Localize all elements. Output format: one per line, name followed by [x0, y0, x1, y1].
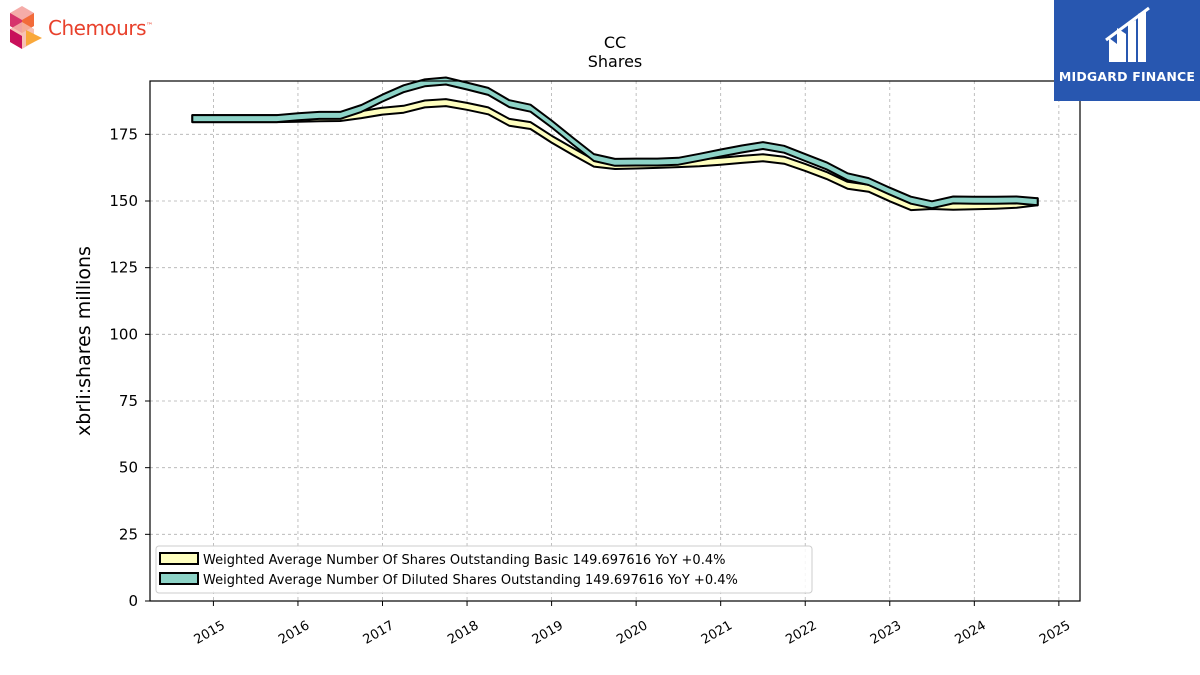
- y-tick-label: 25: [119, 525, 138, 543]
- midgard-finance-wordmark: MIDGARD FINANCE: [1058, 69, 1196, 84]
- midgard-emblem-icon: [1105, 6, 1150, 62]
- x-tick-label: 2019: [530, 618, 566, 648]
- plot-frame: [149, 80, 1081, 602]
- legend-label-1: Weighted Average Number Of Shares Outsta…: [203, 553, 725, 568]
- y-tick-label: 125: [109, 259, 138, 277]
- y-tick-label: 175: [109, 125, 138, 143]
- grid-lines: [150, 81, 1080, 601]
- x-tick-label: 2022: [783, 618, 819, 648]
- x-tick-label: 2015: [192, 618, 228, 648]
- chemours-hexagon-icon: [10, 6, 42, 49]
- x-tick-label: 2025: [1037, 618, 1073, 648]
- y-tick-label: 100: [109, 325, 138, 343]
- y-tick-label: 0: [128, 592, 138, 610]
- y-tick-label: 50: [119, 459, 138, 477]
- x-tick-label: 2023: [868, 618, 904, 648]
- x-tick-label: 2024: [952, 618, 988, 648]
- legend-label-2: Weighted Average Number Of Diluted Share…: [203, 573, 738, 588]
- chemours-wordmark: Chemours™: [48, 16, 153, 40]
- data-series: [191, 76, 1039, 212]
- legend-swatch-1: [159, 552, 199, 565]
- series-line-2: [191, 76, 1039, 210]
- y-tick-label: 150: [109, 192, 138, 210]
- chart-subtitle: Shares: [588, 52, 643, 71]
- chart-title: CC: [604, 33, 626, 52]
- legend-swatch-2: [159, 572, 199, 585]
- x-tick-label: 2018: [445, 618, 481, 648]
- midgard-finance-logo: MIDGARD FINANCE: [1054, 0, 1200, 101]
- x-tick-label: 2017: [361, 618, 397, 648]
- legend-box: [155, 545, 813, 594]
- chemours-logo: Chemours™: [4, 4, 164, 50]
- legend: Weighted Average Number Of Shares Outsta…: [155, 545, 813, 594]
- y-axis-label: xbrli:shares millions: [73, 246, 95, 436]
- y-tick-label: 75: [119, 392, 138, 410]
- x-tick-label: 2020: [614, 618, 650, 648]
- x-tick-label: 2016: [276, 618, 312, 648]
- x-tick-label: 2021: [699, 618, 735, 648]
